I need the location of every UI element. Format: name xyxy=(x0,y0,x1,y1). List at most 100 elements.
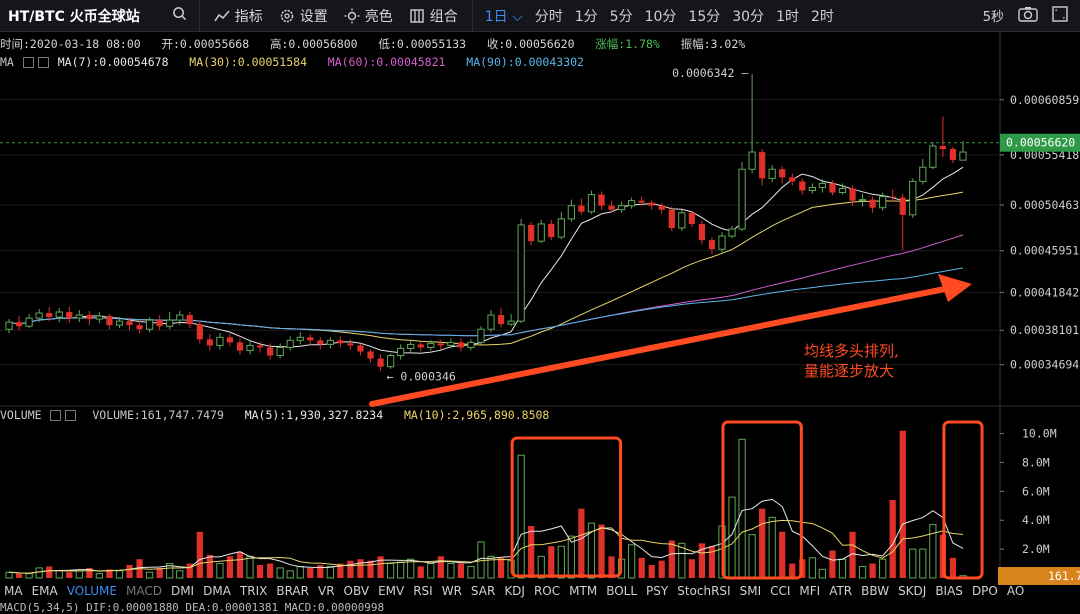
indicator-tab-boll[interactable]: BOLL xyxy=(606,584,638,598)
volume-bar xyxy=(759,508,766,578)
ma-close-icon[interactable] xyxy=(37,57,49,68)
indicator-tab-emv[interactable]: EMV xyxy=(378,584,405,598)
candle-body xyxy=(417,344,424,348)
volume-bar xyxy=(808,557,816,579)
candle-body xyxy=(748,151,756,170)
indicator-tab-dpo[interactable]: DPO xyxy=(971,584,998,598)
price-tick-label: 0.00038101 xyxy=(1010,323,1079,337)
camera-icon[interactable] xyxy=(1018,6,1038,26)
interval-tab[interactable]: 分时 xyxy=(534,8,563,25)
settings-button[interactable]: 设置 xyxy=(271,6,336,26)
current-price-label: 0.00056620 xyxy=(1006,136,1075,150)
annotation-text: 量能逐步放大 xyxy=(804,362,894,380)
indicator-tab-rsi[interactable]: RSI xyxy=(413,584,433,598)
candle xyxy=(557,211,565,240)
candle xyxy=(949,146,957,164)
indicator-tab-mfi[interactable]: MFI xyxy=(799,584,821,598)
indicator-tab-dma[interactable]: DMA xyxy=(203,584,231,598)
volume-bar xyxy=(648,565,655,578)
fullscreen-icon[interactable] xyxy=(1052,5,1068,26)
ma90-value: MA(90):0.00043302 xyxy=(466,55,584,69)
volume-bar xyxy=(528,526,535,578)
interval-tab[interactable]: 1时 xyxy=(776,8,799,25)
current-price-tag xyxy=(1000,133,1080,152)
volume-close-icon[interactable] xyxy=(65,410,77,421)
candle-body xyxy=(206,339,213,346)
indicator-tab-dmi[interactable]: DMI xyxy=(170,584,195,598)
symbol-title[interactable]: HT/BTC 火币全球站 xyxy=(8,8,140,25)
indicator-tab-smi[interactable]: SMI xyxy=(739,584,762,598)
candle xyxy=(417,341,424,352)
candle xyxy=(367,349,374,363)
theme-button[interactable]: 亮色 xyxy=(336,6,401,26)
indicator-tab-macd[interactable]: MACD xyxy=(125,584,162,598)
indicator-tab-ma[interactable]: MA xyxy=(4,584,23,598)
candle-body xyxy=(598,194,605,206)
volume-bar xyxy=(337,563,344,578)
indicator-tab-ema[interactable]: EMA xyxy=(31,584,58,598)
indicator-tab-cci[interactable]: CCI xyxy=(770,584,791,598)
volume-bar xyxy=(296,565,304,579)
info-close: 收:0.00056620 xyxy=(486,37,575,51)
indicator-tab-stochrsi[interactable]: StochRSI xyxy=(677,584,731,598)
indicator-tab-sar[interactable]: SAR xyxy=(470,584,496,598)
indicator-tab-bbw[interactable]: BBW xyxy=(861,584,890,598)
info-change: 涨幅:1.78% xyxy=(595,37,660,51)
candle xyxy=(728,225,736,239)
candle-body xyxy=(115,320,124,326)
candle xyxy=(95,312,104,324)
candle-body xyxy=(929,145,937,168)
candle xyxy=(718,232,726,253)
interval-tab[interactable]: 15分 xyxy=(688,8,721,25)
interval-tab[interactable]: 2时 xyxy=(810,8,834,25)
indicator-tab-trix[interactable]: TRIX xyxy=(239,584,268,598)
indicator-tab-obv[interactable]: OBV xyxy=(343,584,370,598)
interval-tab[interactable]: 1日 ⌵ xyxy=(484,8,523,25)
candle xyxy=(236,338,244,355)
indicator-tab-wr[interactable]: WR xyxy=(441,584,462,598)
candle xyxy=(216,333,224,350)
indicator-tab-vr[interactable]: VR xyxy=(317,584,335,598)
indicator-tab-atr[interactable]: ATR xyxy=(829,584,853,598)
volume-settings-icon[interactable] xyxy=(50,410,62,421)
volume-bar xyxy=(587,522,596,579)
indicator-tab-bias[interactable]: BIAS xyxy=(935,584,963,598)
ma-settings-icon[interactable] xyxy=(22,57,34,68)
candle-body xyxy=(939,145,947,149)
volume-bar xyxy=(668,540,675,578)
candle-body xyxy=(296,336,304,341)
annotations: 0.0006342 — ← 0.000346 均线多头排列, 量能逐步放大 xyxy=(369,66,984,580)
refresh-rate[interactable]: 5秒 xyxy=(982,10,1004,25)
indicator-tab-brar[interactable]: BRAR xyxy=(276,584,309,598)
interval-tab[interactable]: 30分 xyxy=(732,8,765,25)
candle xyxy=(286,336,294,351)
candle xyxy=(126,318,133,331)
indicator-tab-mtm[interactable]: MTM xyxy=(569,584,598,598)
indicator-button[interactable]: 指标 xyxy=(206,6,271,26)
interval-tab[interactable]: 5分 xyxy=(609,8,633,25)
candle xyxy=(467,339,475,351)
interval-tab[interactable]: 10分 xyxy=(644,8,677,25)
indicator-tab-psy[interactable]: PSY xyxy=(646,584,669,598)
layout-button[interactable]: 组合 xyxy=(401,6,466,26)
volume-bar xyxy=(367,560,374,578)
search-icon[interactable] xyxy=(172,6,187,25)
candle xyxy=(929,141,937,170)
candle-body xyxy=(427,342,435,348)
volume-bar xyxy=(557,545,565,579)
indicator-tab-skdj[interactable]: SKDJ xyxy=(898,584,927,598)
ma60-value: MA(60):0.00045821 xyxy=(327,55,446,69)
indicator-tab-kdj[interactable]: KDJ xyxy=(504,584,525,598)
indicator-tab-volume[interactable]: VOLUME xyxy=(66,584,117,598)
candle xyxy=(246,341,254,355)
candle-body xyxy=(317,340,324,345)
candle xyxy=(537,219,545,244)
candle-body xyxy=(487,314,495,330)
theme-label: 亮色 xyxy=(364,8,393,25)
indicator-tab-roc[interactable]: ROC xyxy=(533,584,561,598)
candle-body xyxy=(497,315,505,325)
indicator-tab-ao[interactable]: AO xyxy=(1006,584,1025,598)
interval-tab[interactable]: 1分 xyxy=(574,8,598,25)
candle xyxy=(226,333,234,347)
